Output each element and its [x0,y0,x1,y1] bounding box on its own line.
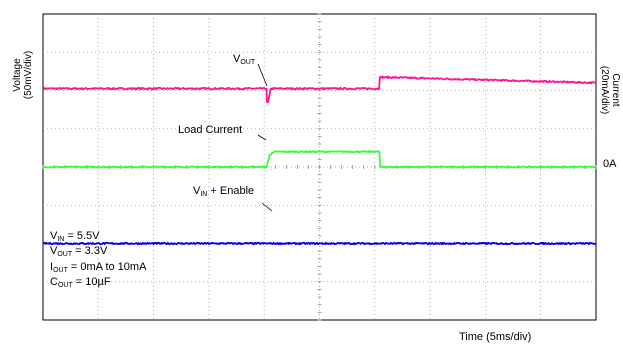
load-current-label-leader [257,134,267,141]
load-current-trace [42,150,597,169]
vin-enable-trace [42,241,597,246]
vout-label-leader [257,63,268,87]
vout-trace [42,75,597,103]
condition-vin: VIN = 5.5V [50,230,100,243]
load-current-trace-label: Load Current [178,124,243,136]
x-axis-title: Time (5ms/div) [459,331,532,343]
y-axis-left-title: Voltage (50mV/div) [12,50,34,100]
condition-vout: VOUT = 3.3V [50,245,108,258]
vin-enable-trace-label: VIN + Enable [193,185,255,198]
vin-label-leader [261,202,273,212]
condition-iout: IOUT = 0mA to 10mA [50,261,147,274]
y-axis-right-title: Current (20mA/div) [599,65,621,115]
vout-trace-label: VOUT [233,53,256,66]
condition-cout: COUT = 10µF [50,276,111,289]
zero-amp-marker: 0A [603,158,617,170]
